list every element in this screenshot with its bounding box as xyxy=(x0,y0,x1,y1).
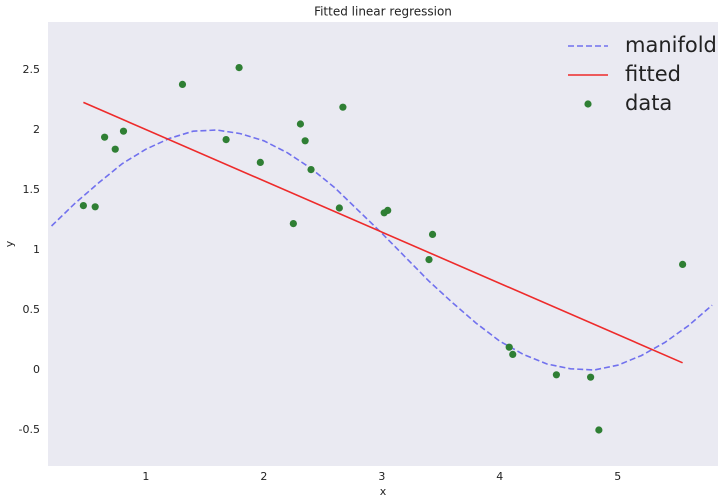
data-point xyxy=(425,256,433,264)
y-axis-label: y xyxy=(3,240,16,247)
data-point xyxy=(101,133,109,141)
data-point xyxy=(111,145,119,153)
data-point xyxy=(552,371,560,379)
data-point xyxy=(505,343,513,351)
data-point xyxy=(296,120,305,128)
data-point xyxy=(301,137,309,145)
data-point xyxy=(256,158,264,166)
plot-area xyxy=(48,22,718,466)
x-tick-label: 3 xyxy=(378,470,385,483)
series-line xyxy=(50,129,713,371)
x-tick-label: 2 xyxy=(260,470,267,483)
data-point xyxy=(235,64,243,72)
legend-label: data xyxy=(625,91,672,115)
data-point xyxy=(79,202,87,210)
series-line xyxy=(83,101,683,364)
data-point xyxy=(384,206,392,214)
data-point xyxy=(91,203,99,211)
x-axis-label: x xyxy=(380,485,387,498)
chart-title: Fitted linear regression xyxy=(314,5,452,19)
x-tick-label: 5 xyxy=(614,470,621,483)
y-tick-label: 2.5 xyxy=(23,63,41,76)
data-point xyxy=(587,373,595,381)
data-point xyxy=(222,136,230,144)
data-point xyxy=(289,220,297,228)
legend-label: fitted xyxy=(625,62,681,86)
data-point xyxy=(335,204,343,212)
x-tick-label: 1 xyxy=(142,470,149,483)
y-tick-label: 0.5 xyxy=(23,303,41,316)
legend-marker xyxy=(584,100,592,108)
data-point xyxy=(595,426,603,434)
data-point xyxy=(178,80,187,88)
y-tick-label: 0 xyxy=(33,363,40,376)
data-point xyxy=(679,260,687,268)
data-point xyxy=(428,230,437,238)
y-tick-label: 1 xyxy=(33,243,40,256)
x-tick-label: 4 xyxy=(496,470,503,483)
y-tick-label: -0.5 xyxy=(19,423,40,436)
legend-label: manifold xyxy=(625,33,717,57)
y-tick-label: 2 xyxy=(33,123,40,136)
data-point xyxy=(339,103,347,111)
data-point xyxy=(307,166,315,174)
data-point xyxy=(119,127,128,135)
y-tick-label: 1.5 xyxy=(23,183,41,196)
data-point xyxy=(509,350,517,358)
